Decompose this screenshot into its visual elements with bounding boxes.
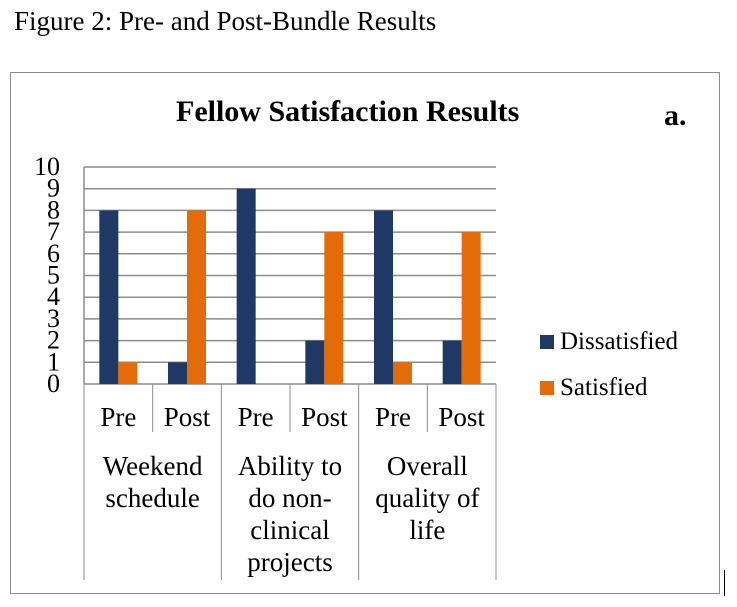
category-label: Post [438, 402, 485, 432]
y-tick-label: 5 [47, 261, 60, 290]
category-label: Pre [238, 402, 274, 432]
bar-dissatisfied-1 [168, 362, 187, 384]
chart-title: Fellow Satisfaction Results [176, 95, 520, 128]
y-tick-label: 7 [47, 217, 60, 246]
legend: Dissatisfied Satisfied [540, 326, 678, 418]
bar-dissatisfied-4 [374, 210, 393, 384]
category-label: Pre [375, 402, 411, 432]
bar-dissatisfied-5 [442, 340, 462, 384]
bar-dissatisfied-2 [236, 188, 256, 384]
y-tick-label: 4 [47, 282, 60, 311]
group-label-line: schedule [105, 483, 199, 513]
edge-mark [724, 570, 725, 596]
figure-caption: Figure 2: Pre- and Post-Bundle Results [14, 6, 437, 36]
y-tick-label: 6 [47, 239, 60, 268]
bar-dissatisfied-0 [99, 210, 119, 384]
legend-label-dissatisfied: Dissatisfied [560, 328, 679, 355]
group-label-line: Overall [387, 451, 468, 481]
chart-frame [10, 72, 720, 594]
bar-satisfied-3 [324, 232, 344, 384]
group-label-line: Weekend [103, 451, 203, 481]
panel-label: a. [664, 99, 687, 132]
y-tick-label: 3 [47, 304, 60, 333]
y-tick-label: 8 [47, 195, 60, 224]
legend-label-satisfied: Satisfied [560, 374, 648, 401]
y-tick-label: 0 [47, 369, 60, 398]
legend-item-satisfied: Satisfied [540, 372, 678, 404]
y-tick-label: 10 [34, 152, 60, 181]
group-label-line: do non- [248, 483, 331, 513]
legend-swatch-satisfied [540, 381, 554, 395]
group-label-line: Ability to [238, 451, 342, 481]
y-tick-label: 1 [47, 347, 60, 376]
bar-dissatisfied-3 [305, 340, 325, 384]
bar-satisfied-0 [118, 362, 138, 384]
category-label: Post [164, 402, 211, 432]
bar-satisfied-1 [187, 210, 206, 384]
group-label-line: projects [247, 547, 332, 577]
group-label-line: life [409, 515, 445, 545]
category-label: Post [301, 402, 348, 432]
legend-swatch-dissatisfied [540, 335, 554, 349]
group-label-line: quality of [375, 483, 479, 513]
y-tick-label: 9 [47, 174, 60, 203]
bar-satisfied-4 [393, 362, 412, 384]
group-label-line: clinical [250, 515, 329, 545]
y-tick-label: 2 [47, 326, 60, 355]
category-label: Pre [100, 402, 136, 432]
legend-item-dissatisfied: Dissatisfied [540, 326, 678, 358]
bar-satisfied-5 [461, 232, 481, 384]
